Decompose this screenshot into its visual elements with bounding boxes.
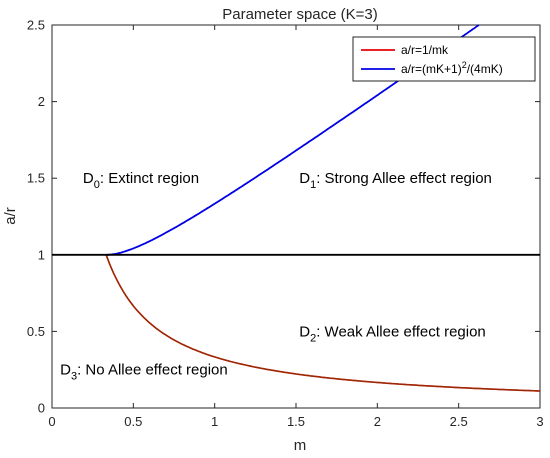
region-label-0: D0: Extinct region <box>83 170 199 191</box>
chart-title: Parameter space (K=3) <box>222 6 378 23</box>
x-tick-label: 2.5 <box>450 414 468 429</box>
x-tick-label: 1 <box>211 414 218 429</box>
y-tick-label: 2.5 <box>27 18 45 33</box>
legend-label-0: a/r=1/mk <box>401 43 449 57</box>
region-label-1: D1: Strong Allee effect region <box>299 170 492 191</box>
x-tick-label: 3 <box>536 414 543 429</box>
y-tick-label: 2 <box>38 94 45 109</box>
x-axis: 0 0.5 1 1.5 2 2.5 3 <box>48 25 544 429</box>
legend: a/r=1/mk a/r=(mK+1)2/(4mK) <box>352 36 536 82</box>
y-tick-label: 1.5 <box>27 171 45 186</box>
y-tick-label: 1 <box>38 247 45 262</box>
x-tick-label: 0 <box>48 414 55 429</box>
region-label-2: D2: Weak Allee effect region <box>299 323 486 344</box>
legend-box <box>352 36 536 82</box>
x-axis-title: m <box>294 437 307 454</box>
y-axis: 0 0.5 1 1.5 2 2.5 <box>27 18 540 416</box>
series-line-red-shade <box>105 254 541 392</box>
plot-area: 0 0.5 1 1.5 2 2.5 3 0 0.5 1 1.5 2 2.5 D0: Extinct r… <box>27 18 544 430</box>
plot-frame <box>51 24 541 409</box>
region-label-3: D3: No Allee effect region <box>60 362 228 383</box>
y-tick-label: 0.5 <box>27 324 45 339</box>
legend-label-1: a/r=(mK+1)2/(4mK) <box>401 60 503 76</box>
x-tick-label: 0.5 <box>124 414 142 429</box>
y-axis-title: a/r <box>2 207 19 225</box>
x-tick-label: 2 <box>374 414 381 429</box>
x-tick-label: 1.5 <box>287 414 305 429</box>
y-tick-label: 0 <box>38 401 45 416</box>
annotation-layer: D0: Extinct region D1: Strong Allee effec… <box>60 170 492 383</box>
